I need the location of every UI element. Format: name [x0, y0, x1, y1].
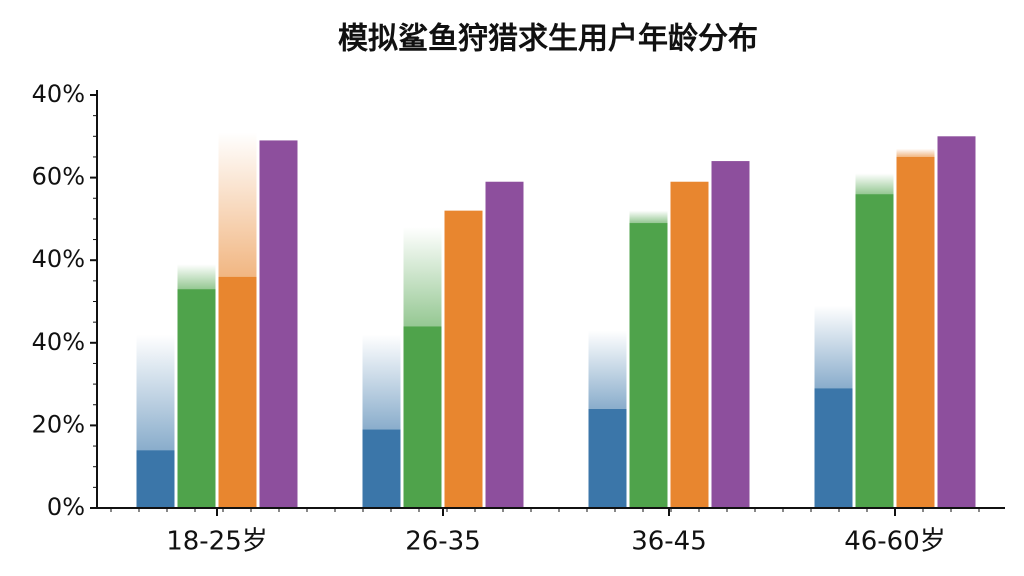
bar	[937, 136, 976, 509]
bar	[485, 181, 524, 509]
bar	[136, 450, 175, 508]
bar-fade	[855, 173, 894, 195]
bar	[855, 194, 894, 508]
x-tick-label: 26-35	[405, 527, 481, 557]
y-tick-label: 20%	[32, 410, 85, 438]
bar	[259, 140, 298, 508]
bar	[629, 223, 668, 508]
y-tick-label: 40%	[32, 245, 85, 273]
y-tick-label: 40%	[32, 328, 85, 356]
bar-fade	[814, 305, 853, 389]
y-tick-label: 40%	[32, 80, 85, 108]
bar	[896, 156, 935, 508]
bar	[403, 326, 442, 508]
bar-fade	[403, 227, 442, 327]
bar	[588, 408, 627, 508]
bar-fade	[177, 264, 216, 290]
x-tick-label: 18-25岁	[166, 527, 268, 557]
bar-fade	[218, 132, 257, 277]
chart-title: 模拟鲨鱼狩猎求生用户年龄分布	[338, 22, 758, 57]
bar	[670, 181, 709, 509]
bar	[711, 161, 750, 508]
x-tick-label: 46-60岁	[844, 527, 946, 557]
bar	[218, 276, 257, 508]
bar-fade	[629, 210, 668, 224]
bar	[362, 429, 401, 508]
y-tick-label: 0%	[47, 493, 85, 521]
x-tick-label: 36-45	[631, 527, 707, 557]
y-tick-label: 60%	[32, 163, 85, 191]
bar	[814, 388, 853, 508]
bar-fade	[896, 148, 935, 157]
bar-fade	[588, 330, 627, 409]
bar-fade	[362, 334, 401, 430]
bar	[177, 289, 216, 508]
bar-fade	[136, 334, 175, 451]
bar	[444, 210, 483, 508]
